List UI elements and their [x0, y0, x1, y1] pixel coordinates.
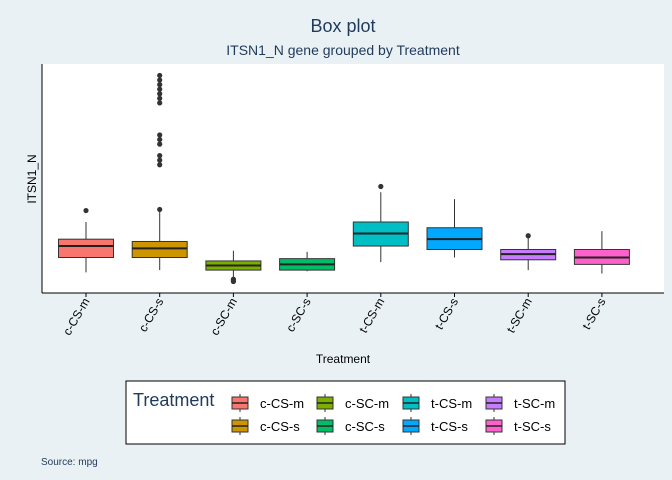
outlier-point	[157, 86, 163, 92]
legend-item-t-CS-s: t-CS-s	[402, 417, 468, 435]
x-tick-label: t-CS-m	[356, 296, 387, 336]
outlier-point	[157, 157, 163, 163]
source-caption: Source: mpg	[41, 457, 98, 468]
legend-label: c-CS-s	[260, 419, 300, 434]
box-c-SC-m	[205, 250, 262, 285]
box-c-SC-s	[279, 251, 336, 272]
plot-panel	[42, 64, 664, 293]
legend-title: Treatment	[133, 390, 214, 410]
outlier-point	[157, 95, 163, 101]
x-tick-label: t-SC-m	[504, 296, 535, 336]
box-t-SC-m	[500, 233, 557, 271]
legend-box	[125, 380, 566, 445]
legend-label: c-SC-s	[345, 419, 385, 434]
outlier-point	[157, 141, 163, 147]
outlier-point	[83, 207, 89, 214]
legend-item-t-CS-m: t-CS-m	[402, 394, 472, 412]
legend-item-c-SC-s: c-SC-s	[316, 417, 385, 435]
outlier-point	[157, 77, 163, 83]
box-t-CS-m	[352, 183, 409, 263]
outlier-point	[157, 91, 163, 97]
outlier-point	[157, 162, 163, 168]
box-t-CS-s	[426, 199, 483, 258]
x-tick-label: t-CS-s	[432, 296, 461, 332]
x-tick-label: c-CS-s	[136, 296, 166, 335]
outlier-point	[378, 183, 384, 190]
legend-item-t-SC-m: t-SC-m	[485, 394, 555, 412]
legend-item-c-CS-s: c-CS-s	[231, 417, 300, 435]
legend-label: c-CS-m	[260, 396, 304, 411]
legend-label: t-CS-s	[431, 419, 468, 434]
boxes-layer	[58, 72, 630, 285]
legend-label: t-CS-m	[431, 396, 472, 411]
x-tick-label: c-SC-m	[208, 296, 240, 338]
legend-item-c-CS-m: c-CS-m	[231, 394, 304, 412]
x-tick-label: c-CS-m	[60, 296, 92, 338]
outlier-point	[230, 276, 236, 282]
box-iqr	[131, 240, 188, 259]
x-tick-label: c-SC-s	[283, 296, 313, 335]
legend-item-c-SC-m: c-SC-m	[316, 394, 389, 412]
box-c-CS-m	[58, 207, 114, 273]
x-ticks-layer: c-CS-m c-CS-s c-SC-m c-SC-s t-CS-m t-CS-s t-SC…	[60, 293, 608, 338]
outlier-point	[157, 82, 163, 88]
legend-label: t-SC-m	[514, 396, 555, 411]
outlier-point	[525, 233, 531, 239]
x-tick-label: t-SC-s	[579, 296, 608, 332]
y-axis-title: ITSN1_N	[25, 154, 39, 203]
legend-entries: c-CS-m c-CS-s c-SC-m c-SC-s t-CS-m t-CS-s t-SC…	[231, 394, 555, 435]
legend-label: c-SC-m	[345, 396, 389, 411]
box-iqr	[58, 238, 114, 259]
box-c-CS-s	[131, 72, 188, 271]
outlier-point	[157, 136, 163, 143]
outlier-point	[157, 153, 163, 159]
box-t-SC-s	[573, 231, 630, 274]
outlier-point	[157, 100, 163, 106]
outlier-point	[157, 206, 163, 213]
chart-title: Box plot	[310, 16, 375, 36]
legend-item-t-SC-s: t-SC-s	[485, 417, 551, 435]
outlier-point	[157, 72, 163, 79]
outlier-point	[157, 132, 163, 138]
chart-subtitle: ITSN1_N gene grouped by Treatment	[226, 42, 460, 58]
legend-label: t-SC-s	[514, 419, 551, 434]
x-axis-title: Treatment	[316, 352, 371, 366]
